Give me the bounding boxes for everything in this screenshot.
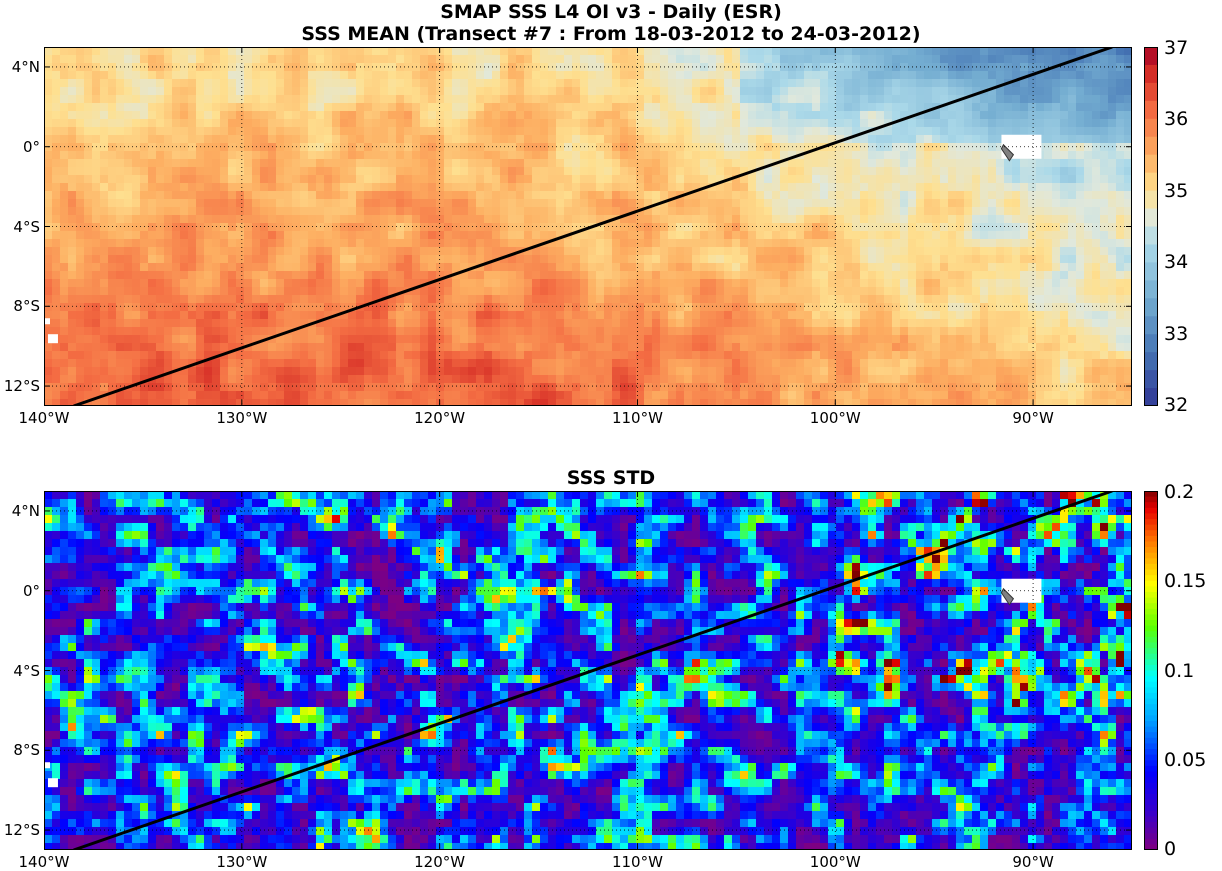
mean-panel-title: SSS MEAN (Transect #7 : From 18-03-2012 …	[301, 23, 921, 45]
std-transect-line	[73, 491, 1113, 850]
mean-lon-tick-label: 140°W	[18, 409, 70, 427]
mean-colorbar-tick-label: 37	[1164, 37, 1189, 59]
sss-mean-map	[44, 47, 1132, 406]
std-ticks	[44, 491, 1132, 850]
sss-std-colorbar-ramp	[1144, 491, 1158, 850]
std-panel-title: SSS STD	[566, 467, 656, 489]
figure-title: SMAP SSS L4 OI v3 - Daily (ESR)	[440, 1, 782, 23]
std-field-cells	[44, 491, 1132, 850]
mean-colorbar-tick-label: 35	[1164, 179, 1189, 202]
mean-colorbar-tick-label: 34	[1164, 251, 1189, 274]
mean-colorbar-tick-label: 32	[1164, 394, 1189, 416]
std-colorbar-tick-label: 0.1	[1164, 659, 1195, 682]
sss-mean-colorbar	[1144, 47, 1158, 406]
mean-galapagos-marker	[1000, 143, 1015, 162]
std-lon-tick-label: 130°W	[216, 853, 268, 871]
sss-std-map	[44, 491, 1132, 850]
mean-ticks	[44, 47, 1132, 406]
mean-lat-tick-label: 4°N	[11, 57, 40, 76]
mean-lon-tick-label: 90°W	[1012, 409, 1054, 427]
mean-lon-tick-label: 120°W	[414, 409, 466, 427]
sss-std-plot	[44, 491, 1132, 850]
mean-lat-tick-label: 8°S	[13, 297, 40, 316]
std-gridlines	[44, 491, 1132, 850]
std-colorbar-tick-label: 0.05	[1164, 748, 1207, 771]
std-lon-tick-label: 110°W	[611, 853, 663, 871]
mean-colorbar-steps	[1144, 47, 1158, 406]
mean-lon-tick-label: 100°W	[809, 409, 861, 427]
std-lat-tick-label: 12°S	[3, 821, 40, 840]
mean-colorbar-tick-label: 36	[1164, 108, 1189, 131]
mean-lon-tick-label: 130°W	[216, 409, 268, 427]
mean-gridlines	[44, 47, 1132, 406]
mean-lat-tick-label: 4°S	[13, 217, 40, 236]
std-colorbar-tick-label: 0.15	[1164, 570, 1207, 593]
sss-mean-colorbar-ramp	[1144, 47, 1158, 406]
mean-colorbar-tick-label: 33	[1164, 322, 1189, 345]
std-lon-tick-label: 140°W	[18, 853, 70, 871]
std-colorbar-steps	[1144, 491, 1158, 850]
std-colorbar-tick-label: 0	[1164, 838, 1177, 860]
std-lat-tick-label: 8°S	[13, 741, 40, 760]
std-lon-tick-label: 100°W	[809, 853, 861, 871]
std-galapagos-marker	[1000, 587, 1015, 606]
std-lon-tick-label: 120°W	[414, 853, 466, 871]
mean-lon-tick-label: 110°W	[611, 409, 663, 427]
mean-lat-tick-label: 0°	[22, 137, 40, 156]
std-lat-tick-label: 4°S	[13, 661, 40, 680]
std-lat-tick-label: 4°N	[11, 501, 40, 520]
mean-transect-line	[73, 47, 1113, 406]
sss-std-colorbar	[1144, 491, 1158, 850]
mean-lat-tick-label: 12°S	[3, 377, 40, 396]
mean-field-cells	[44, 47, 1132, 406]
std-colorbar-tick-label: 0.2	[1164, 481, 1195, 503]
std-lat-tick-label: 0°	[22, 581, 40, 600]
sss-mean-plot	[44, 47, 1132, 406]
std-lon-tick-label: 90°W	[1012, 853, 1054, 871]
